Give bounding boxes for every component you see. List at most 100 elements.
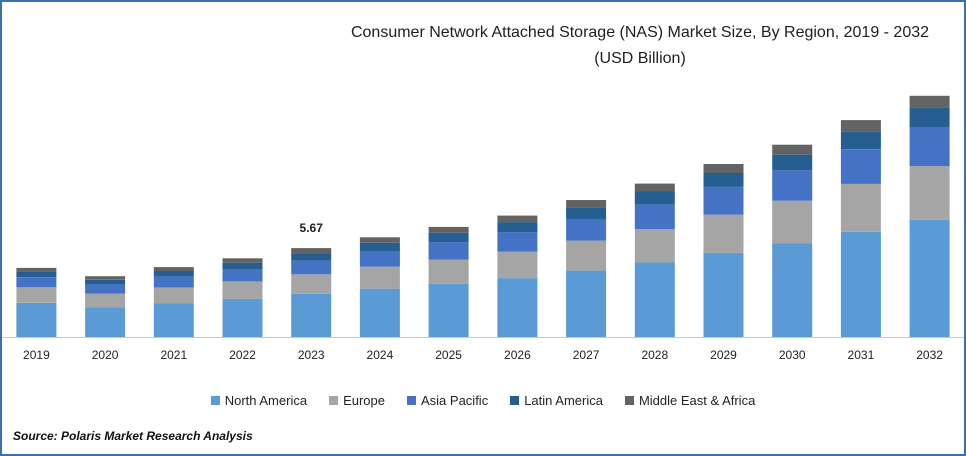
bar-2029-middle-east-africa (703, 164, 744, 173)
x-tick-label: 2030 (779, 348, 806, 362)
bar-2027-asia-pacific (566, 219, 607, 241)
bar-2019-europe (16, 287, 57, 303)
bar-2019-latin-america (16, 271, 57, 277)
legend-swatch (407, 396, 416, 405)
bar-2020-latin-america (85, 279, 126, 285)
bar-2021-latin-america (153, 271, 194, 277)
bar-2020-north-america (85, 307, 126, 337)
legend-label: Europe (343, 393, 385, 408)
bar-2027-north-america (566, 270, 607, 337)
bar-2019-north-america (16, 302, 57, 337)
legend-label: Middle East & Africa (638, 393, 756, 408)
bar-2022-europe (222, 281, 263, 299)
bar-2023-latin-america (291, 253, 332, 261)
x-tick-label: 2024 (367, 348, 394, 362)
bar-2032-middle-east-africa (909, 95, 950, 108)
bar-2027-middle-east-africa (566, 200, 607, 208)
bar-2020-asia-pacific (85, 284, 126, 294)
x-tick-label: 2023 (298, 348, 325, 362)
x-tick-label: 2028 (641, 348, 668, 362)
bar-2021-north-america (153, 303, 194, 337)
x-tick-label: 2026 (504, 348, 531, 362)
bar-group (16, 95, 950, 337)
bar-2031-latin-america (840, 131, 881, 150)
x-tick-label: 2022 (229, 348, 256, 362)
legend-item: Asia Pacific (407, 393, 488, 408)
legend-item: Middle East & Africa (624, 393, 756, 408)
bar-2029-latin-america (703, 173, 744, 187)
x-tick-label: 2029 (710, 348, 737, 362)
bar-2026-latin-america (497, 222, 538, 233)
source-note: Source: Polaris Market Research Analysis (13, 429, 253, 443)
legend-label: Asia Pacific (421, 393, 489, 408)
bar-2030-europe (772, 200, 813, 244)
bar-2030-north-america (772, 243, 813, 337)
bar-2032-asia-pacific (909, 127, 950, 167)
bar-2024-middle-east-africa (359, 237, 400, 243)
bar-2026-asia-pacific (497, 232, 538, 252)
bar-2022-latin-america (222, 262, 263, 270)
bar-2025-middle-east-africa (428, 226, 469, 233)
annotations: 5.67 (300, 221, 324, 235)
chart-subtitle: (USD Billion) (594, 50, 686, 67)
bar-2030-middle-east-africa (772, 144, 813, 155)
bar-2023-middle-east-africa (291, 248, 332, 254)
bar-2022-asia-pacific (222, 269, 263, 282)
legend-swatch (329, 396, 339, 405)
chart-title: Consumer Network Attached Storage (NAS) … (300, 20, 966, 72)
bar-2025-europe (428, 259, 469, 284)
bar-2032-europe (909, 166, 950, 220)
bar-2024-north-america (359, 288, 400, 337)
bar-2028-middle-east-africa (634, 183, 675, 192)
chart-title-text: Consumer Network Attached Storage (NAS) … (350, 24, 930, 41)
bar-2025-latin-america (428, 232, 469, 243)
x-tick-label: 2021 (160, 348, 187, 362)
x-tick-label: 2025 (435, 348, 462, 362)
x-tick-label: 2019 (23, 348, 50, 362)
bar-2030-asia-pacific (772, 170, 813, 201)
bar-2023-north-america (291, 293, 332, 337)
bar-2028-latin-america (634, 191, 675, 205)
x-axis-ticks: 2019 2020 2021 2022 2023 2024 2025 2026 2027 2028… (23, 348, 943, 362)
x-tick-label: 2027 (573, 348, 600, 362)
bar-2026-europe (497, 251, 538, 279)
bar-2028-asia-pacific (634, 204, 675, 229)
legend-swatch (210, 396, 220, 405)
bar-2024-asia-pacific (359, 251, 400, 267)
bar-2025-asia-pacific (428, 242, 469, 260)
bar-2027-europe (566, 240, 607, 271)
bar-2023-asia-pacific (291, 260, 332, 275)
bar-2019-middle-east-africa (16, 267, 57, 272)
bar-2031-middle-east-africa (840, 120, 881, 132)
bar-2028-north-america (634, 262, 675, 337)
legend-item: Europe (329, 393, 385, 408)
legend-item: Latin America (510, 393, 603, 408)
bar-2029-asia-pacific (703, 186, 744, 215)
x-tick-label: 2031 (848, 348, 875, 362)
bar-2031-north-america (840, 231, 881, 337)
bar-2025-north-america (428, 283, 469, 337)
bar-2019-asia-pacific (16, 277, 57, 288)
bar-2021-middle-east-africa (153, 267, 194, 272)
bar-2026-north-america (497, 278, 538, 337)
bar-2021-asia-pacific (153, 276, 194, 288)
bar-2032-latin-america (909, 107, 950, 128)
bar-2020-europe (85, 293, 126, 308)
bar-2031-asia-pacific (840, 149, 881, 184)
bar-2023-europe (291, 274, 332, 294)
bar-2032-north-america (909, 219, 950, 337)
legend-item: North America (210, 393, 308, 408)
bar-2027-latin-america (566, 207, 607, 219)
bar-2031-europe (840, 183, 881, 232)
x-tick-label: 2020 (92, 348, 119, 362)
bar-2022-north-america (222, 298, 263, 337)
legend: North America Europe Asia Pacific Latin Ame… (0, 393, 966, 408)
legend-swatch (510, 396, 520, 405)
bar-2026-middle-east-africa (497, 215, 538, 223)
legend-label: Latin America (524, 393, 603, 408)
data-label: 5.67 (300, 221, 324, 235)
legend-label: North America (224, 393, 308, 408)
bar-2024-latin-america (359, 242, 400, 251)
bar-2020-middle-east-africa (85, 276, 126, 280)
